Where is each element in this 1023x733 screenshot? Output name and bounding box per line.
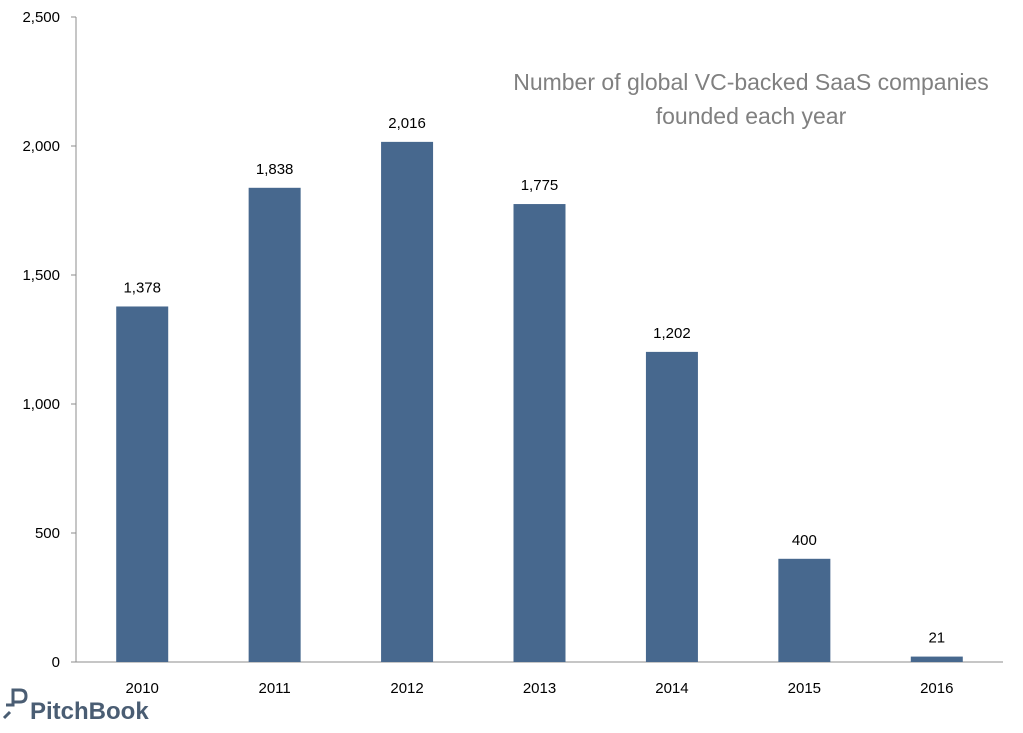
y-tick-label: 0: [52, 654, 60, 671]
data-label-2012: 2,016: [388, 115, 426, 132]
x-tick-label: 2013: [523, 680, 556, 697]
bar-2011: [248, 187, 301, 662]
pitchbook-logo-text: PitchBook: [30, 698, 149, 725]
data-label-2010: 1,378: [123, 279, 161, 296]
x-ticks: 2010 2011 2012 2013 2014 2015 2016: [126, 680, 954, 697]
data-label-2014: 1,202: [653, 325, 691, 342]
y-tick-label: 1,000: [22, 396, 60, 413]
y-tick-label: 500: [35, 525, 60, 542]
bars: [116, 141, 963, 663]
bar-2014: [645, 351, 698, 662]
chart-title: Number of global VC-backed SaaS companie…: [513, 69, 989, 129]
bar-2010: [116, 306, 169, 662]
data-label-2015: 400: [792, 532, 817, 549]
data-labels: 1,378 1,838 2,016 1,775 1,202 400 21: [123, 115, 945, 647]
y-tick-label: 2,000: [22, 138, 60, 155]
data-label-2013: 1,775: [521, 177, 559, 194]
data-label-2011: 1,838: [256, 161, 294, 178]
y-tick-label: 1,500: [22, 267, 60, 284]
x-tick-label: 2011: [259, 680, 291, 697]
y-tick-label: 2,500: [22, 9, 60, 26]
chart-title-line-1: Number of global VC-backed SaaS companie…: [513, 69, 989, 95]
data-label-2016: 21: [928, 630, 945, 647]
bar-2016: [910, 656, 963, 662]
bar-2012: [381, 141, 434, 662]
pitchbook-logo: PitchBook: [2, 688, 149, 725]
pitchbook-logo-icon: [2, 688, 28, 720]
x-tick-label: 2010: [126, 680, 159, 697]
bar-2013: [513, 204, 566, 663]
x-tick-label: 2014: [655, 680, 688, 697]
x-tick-label: 2016: [920, 680, 953, 697]
chart-title-line-2: founded each year: [656, 103, 847, 129]
y-ticks: 0 500 1,000 1,500 2,000 2,500: [22, 9, 76, 671]
bar-2015: [778, 558, 831, 662]
x-tick-label: 2015: [788, 680, 821, 697]
x-tick-label: 2012: [390, 680, 423, 697]
